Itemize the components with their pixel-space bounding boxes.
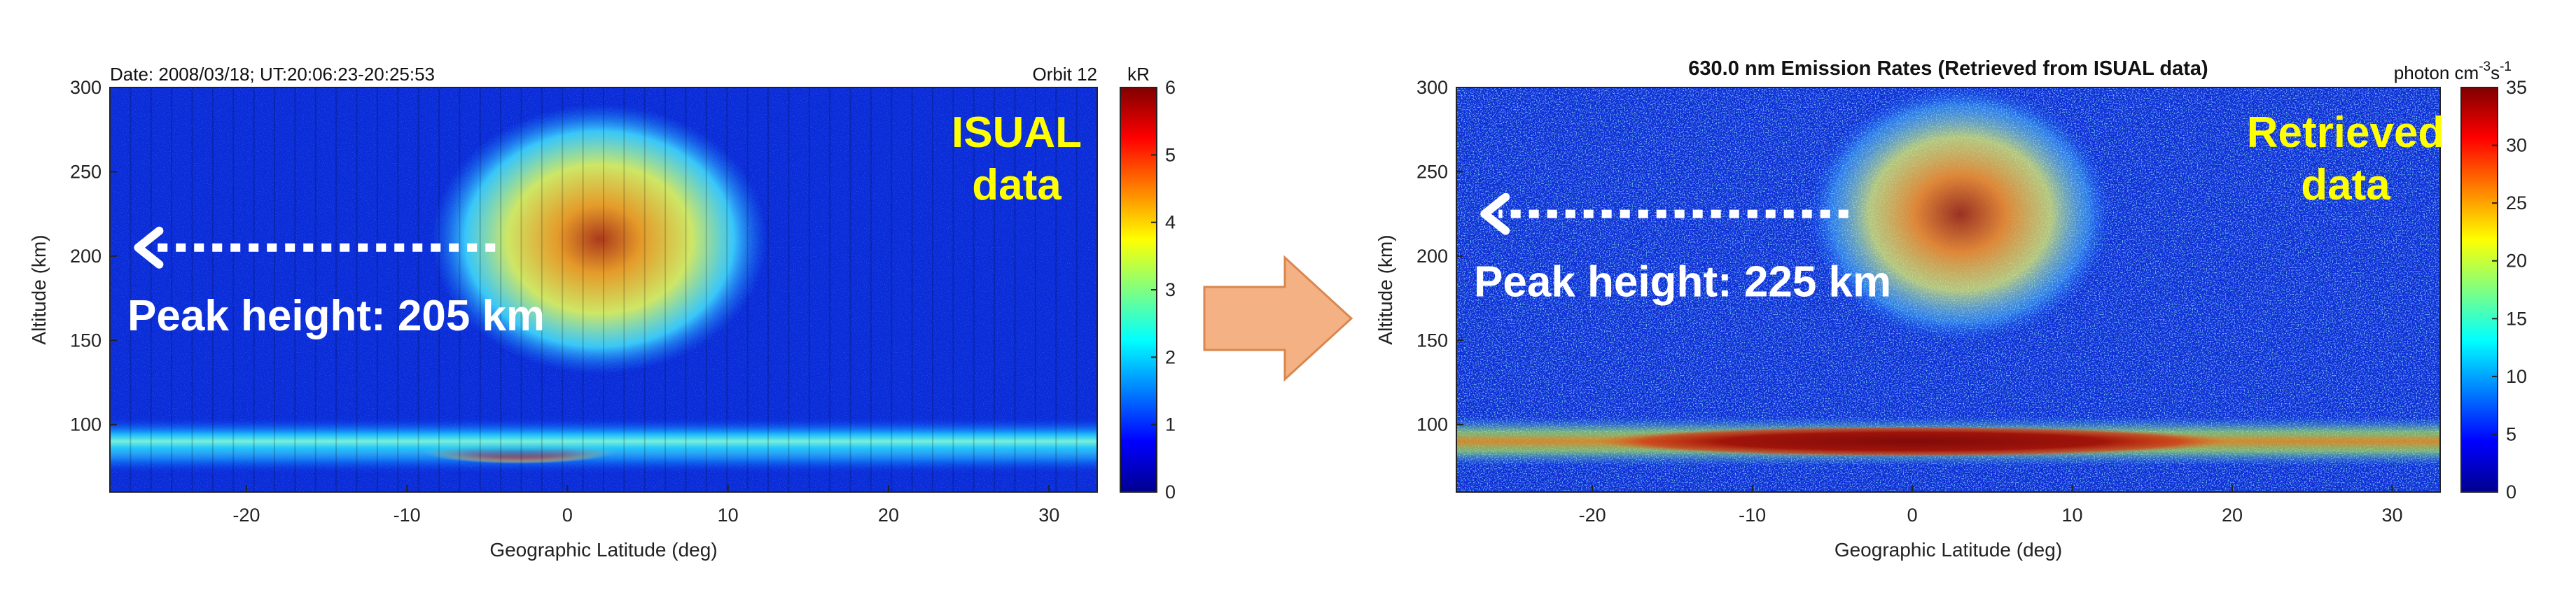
y-tick-label: 100	[1416, 414, 1448, 435]
colorbar-unit-part: s	[2491, 62, 2500, 83]
colorbar-tick-label: 30	[2506, 135, 2527, 156]
peak-arrow-head	[1480, 192, 1510, 235]
colorbar-tick-label: 5	[1165, 144, 1176, 165]
y-tick-label: 200	[1416, 246, 1448, 267]
connector-arrow-group	[1203, 255, 1353, 382]
emission-blob	[431, 104, 767, 374]
x-tick-label: -10	[394, 505, 421, 526]
plot-frame	[1456, 87, 2441, 493]
connector-arrow	[1203, 255, 1353, 382]
colorbar	[2460, 87, 2498, 493]
colorbar-tick-label: 35	[2506, 77, 2527, 98]
colorbar-tick-label: 0	[1165, 482, 1176, 503]
airglow-band-background	[110, 418, 1097, 465]
colorbar-tick-label: 1	[1165, 414, 1176, 435]
colorbar-tick-label: 4	[1165, 212, 1176, 233]
x-tick-label: 10	[718, 505, 739, 526]
colorbar-tick-label: 20	[2506, 251, 2527, 272]
x-axis-label: Geographic Latitude (deg)	[1834, 539, 2062, 561]
y-tick-label: 300	[1416, 77, 1448, 98]
dataset-label: ISUAL	[952, 108, 1082, 157]
colorbar-tick-label: 15	[2506, 308, 2527, 329]
x-tick-label: -20	[232, 505, 260, 526]
y-tick-label: 150	[70, 330, 102, 351]
y-axis-label: Altitude (km)	[28, 234, 50, 344]
y-tick-label: 250	[1416, 161, 1448, 182]
y-tick-label: 150	[1416, 330, 1448, 351]
emission-blob	[1808, 85, 2112, 342]
colorbar-tick-label: 2	[1165, 346, 1176, 367]
colorbar-unit-part: photon cm	[2394, 62, 2479, 83]
dataset-label-line2: data	[2301, 161, 2390, 209]
colorbar-unit: kR	[1127, 64, 1150, 85]
colorbar-tick-label: 3	[1165, 279, 1176, 300]
x-tick-label: 0	[1907, 505, 1918, 526]
peak-height-label: Peak height: 225 km	[1474, 258, 1891, 307]
colorbar-unit-part: -3	[2479, 59, 2491, 74]
y-tick-label: 250	[70, 161, 102, 182]
x-tick-label: -20	[1579, 505, 1606, 526]
colorbar-tick-label: 0	[2506, 482, 2516, 503]
colorbar-tick-label: 6	[1165, 77, 1176, 98]
x-tick-label: 0	[562, 505, 573, 526]
y-tick-label: 300	[70, 77, 102, 98]
colorbar-unit-part: -1	[2500, 59, 2512, 74]
peak-height-label: Peak height: 205 km	[127, 292, 545, 340]
y-tick-label: 200	[70, 246, 102, 267]
header-date: Date: 2008/03/18; UT:20:06:23-20:25:53	[110, 64, 435, 85]
colorbar-unit: photon cm-3s-1	[2394, 59, 2512, 83]
header-orbit: Orbit 12	[1033, 64, 1098, 85]
colorbar	[1120, 87, 1157, 493]
x-tick-label: 10	[2062, 505, 2083, 526]
y-axis-label: Altitude (km)	[1374, 234, 1396, 344]
x-tick-label: -10	[1739, 505, 1766, 526]
x-tick-label: 20	[2222, 505, 2243, 526]
colorbar-tick-label: 5	[2506, 423, 2516, 444]
colorbar-tick-label: 10	[2506, 366, 2527, 387]
y-tick-label: 100	[70, 414, 102, 435]
peak-arrow-head	[134, 226, 164, 269]
emission-band-core	[1595, 426, 2229, 457]
colorbar-tick-label: 25	[2506, 192, 2527, 213]
plot-frame	[109, 87, 1098, 493]
x-tick-label: 30	[2381, 505, 2402, 526]
x-tick-label: 20	[878, 505, 899, 526]
chart-title: 630.0 nm Emission Rates (Retrieved from …	[1688, 57, 2208, 80]
dataset-label-line2: data	[972, 161, 1061, 209]
dataset-label: Retrieved	[2247, 108, 2445, 157]
x-axis-label: Geographic Latitude (deg)	[489, 539, 717, 561]
x-tick-label: 30	[1038, 505, 1059, 526]
